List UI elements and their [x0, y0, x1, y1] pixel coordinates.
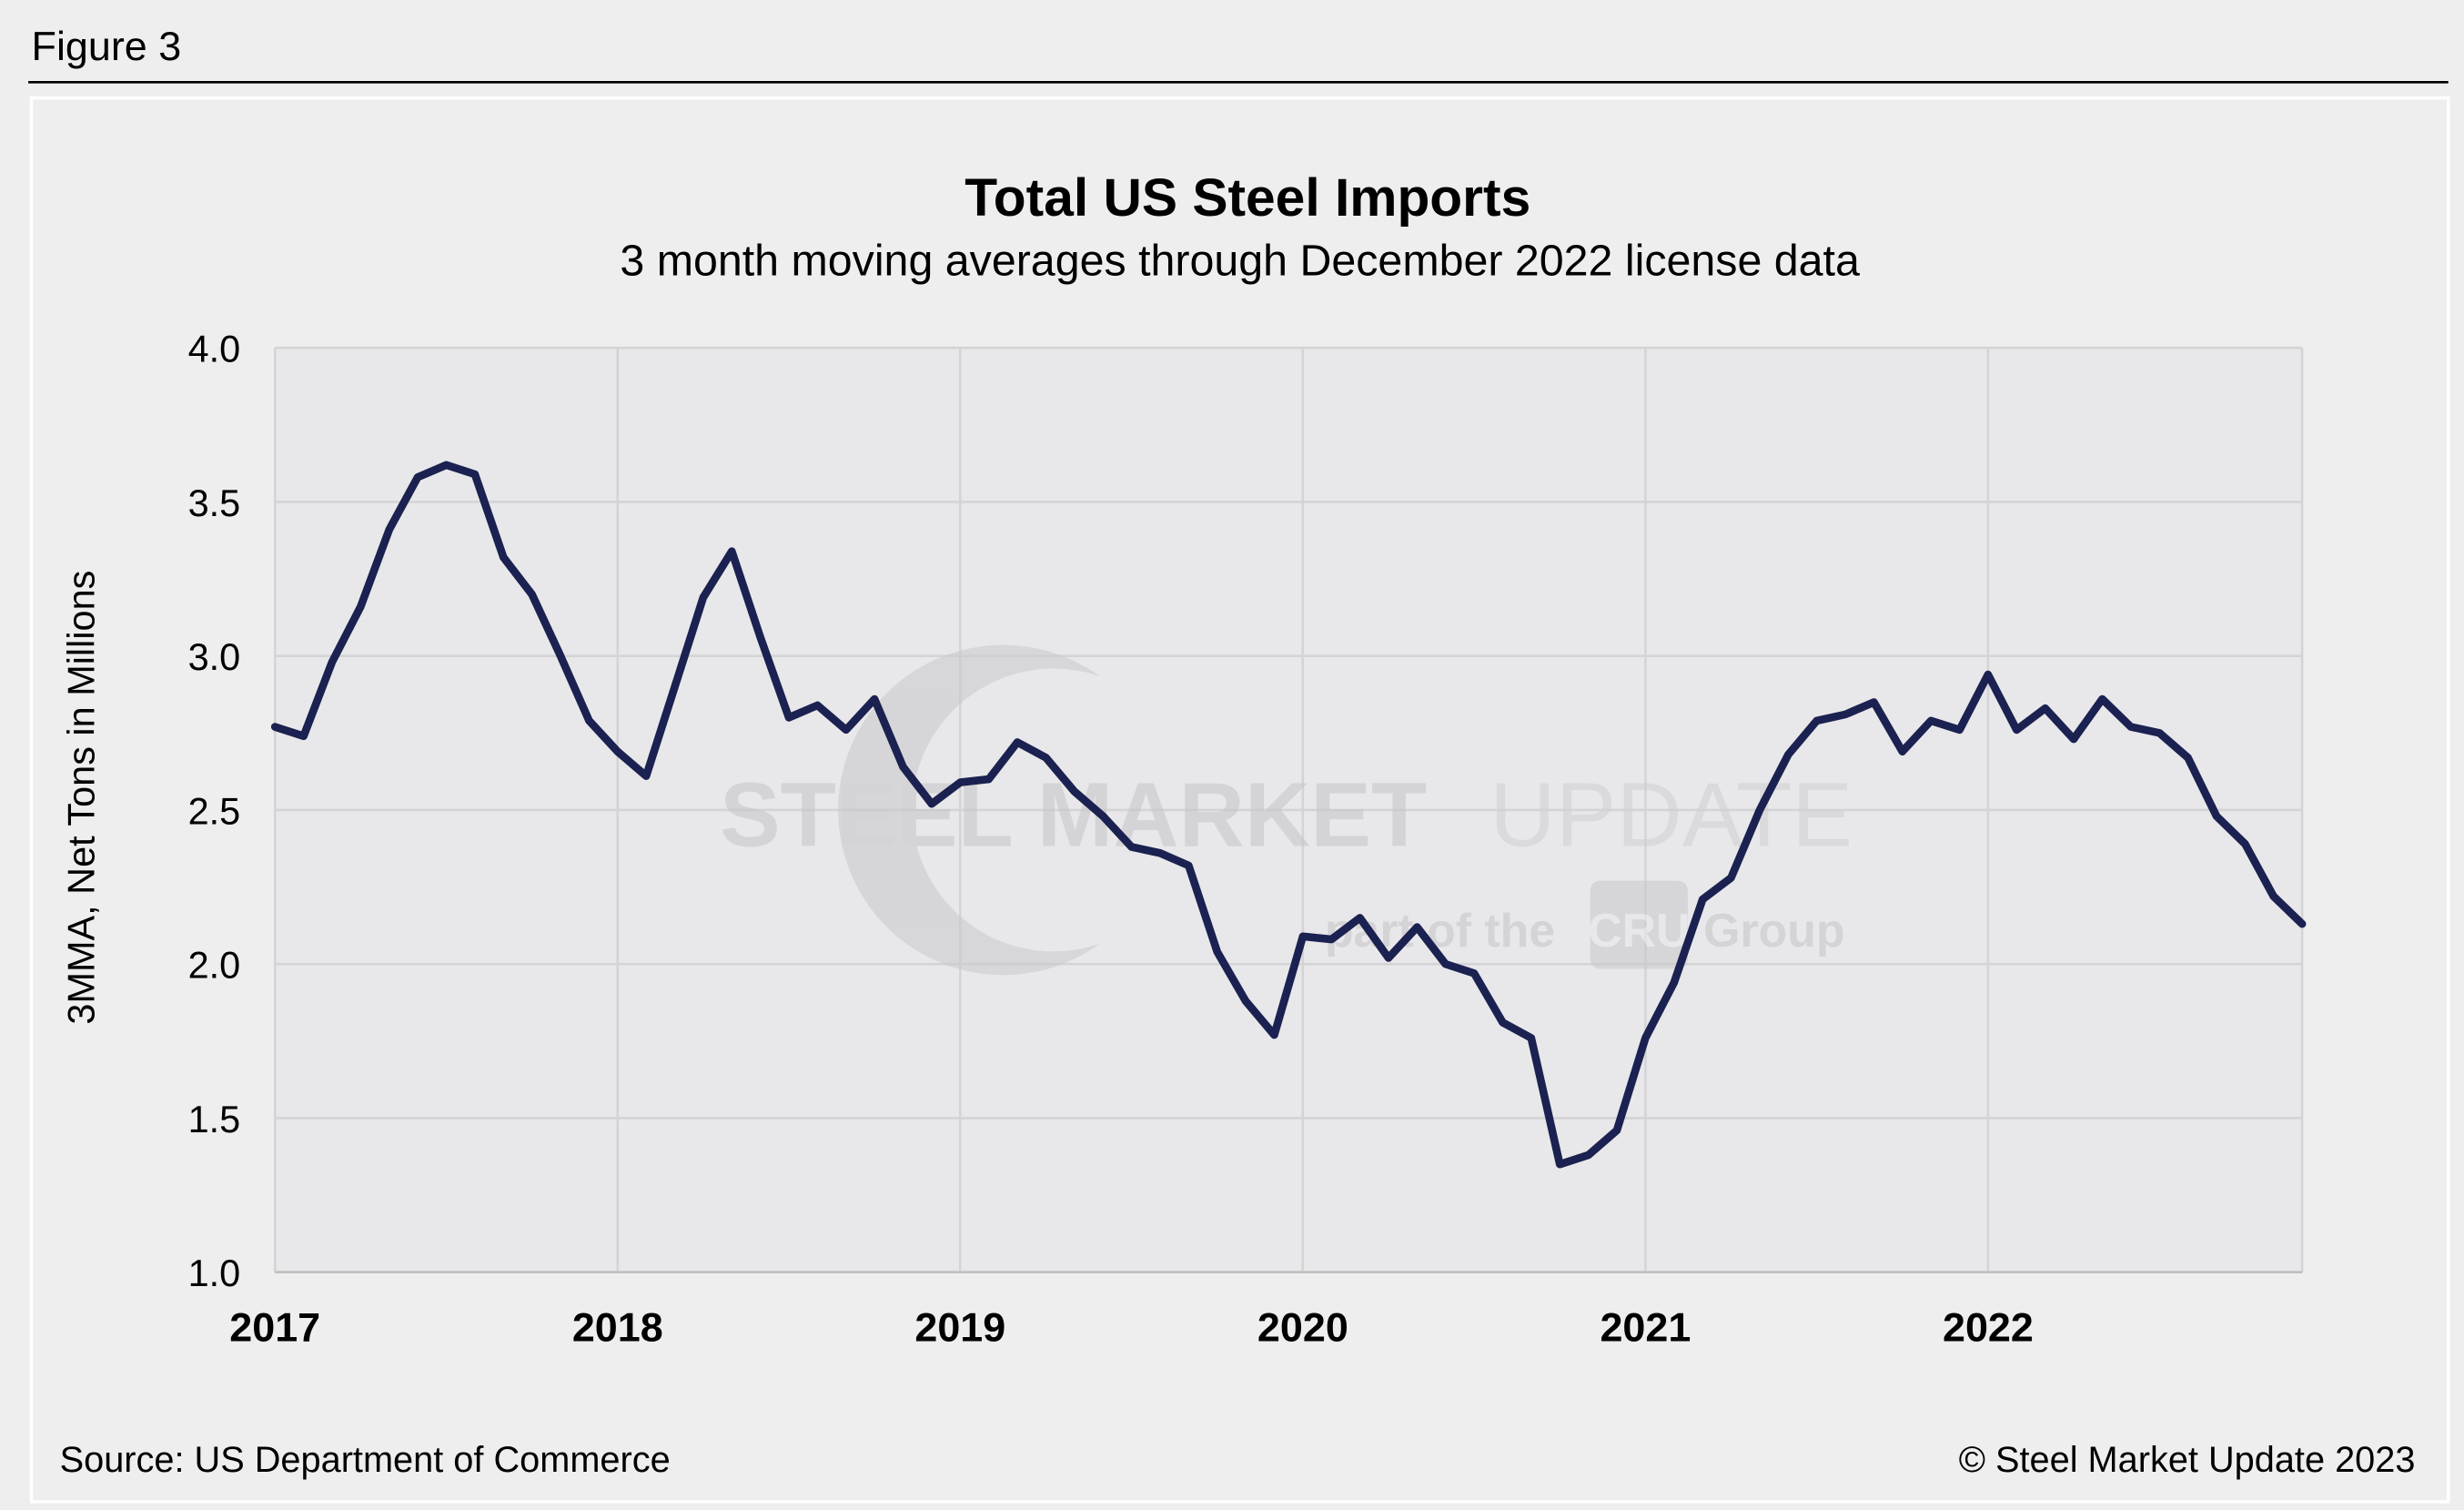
series-line: [270, 461, 2307, 1169]
x-tick-label: 2019: [914, 1304, 1005, 1351]
watermark-cru-box: [1590, 880, 1688, 969]
y-tick-label: 2.0: [188, 944, 241, 987]
y-tick-label: 1.5: [188, 1098, 241, 1140]
chart-title: Total US Steel Imports: [964, 168, 1530, 228]
gridlines: [273, 346, 2304, 1273]
watermark-text: part of the: [1325, 904, 1555, 957]
figure-label: Figure 3: [32, 23, 182, 69]
watermark-logo: STEEL MARKET UPDATE part of the CRU Grou…: [720, 644, 1853, 976]
x-tick-label: 2021: [1600, 1304, 1691, 1351]
y-tick-label: 2.5: [188, 789, 241, 832]
watermark-text: STEEL MARKET: [720, 765, 1427, 866]
x-tick-label: 2017: [229, 1304, 320, 1351]
watermark-arc-icon: [838, 644, 1100, 976]
y-tick-label: 1.0: [188, 1252, 241, 1294]
x-tick-label: 2022: [1943, 1304, 2034, 1351]
x-tick-label: 2020: [1257, 1304, 1348, 1351]
watermark-text: UPDATE: [1490, 765, 1853, 866]
watermark-text: CRU: [1588, 904, 1690, 957]
x-tick-label: 2018: [572, 1304, 663, 1351]
y-tick-label: 3.0: [188, 635, 241, 678]
y-axis-ticks: 1.0 1.5 2.0 2.5 3.0 3.5 4.0: [188, 328, 241, 1295]
source-note: Source: US Department of Commerce: [60, 1440, 671, 1480]
copyright-note: © Steel Market Update 2023: [1959, 1440, 2416, 1480]
y-axis-label: 3MMA, Net Tons in Millions: [60, 571, 103, 1025]
chart-subtitle: 3 month moving averages through December…: [620, 237, 1860, 286]
data-points: [275, 464, 2303, 1165]
watermark-text: Group: [1703, 904, 1844, 957]
x-axis-ticks: 2017 2018 2019 2020 2021 2022: [229, 1304, 2034, 1351]
y-tick-label: 3.5: [188, 481, 241, 524]
y-tick-label: 4.0: [188, 328, 241, 370]
